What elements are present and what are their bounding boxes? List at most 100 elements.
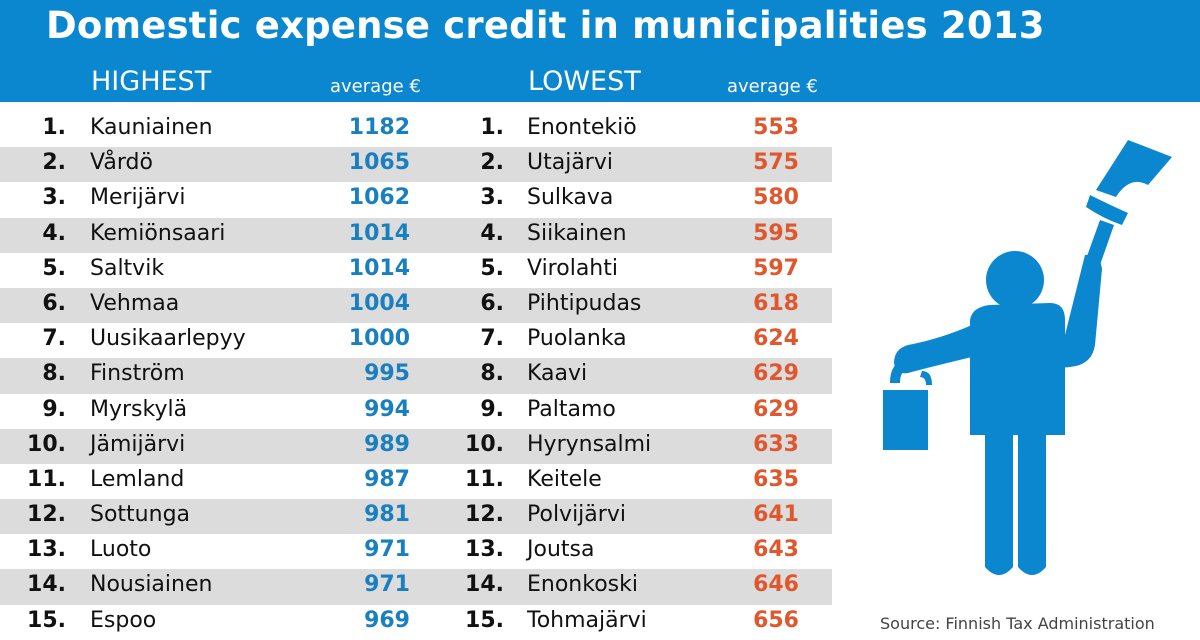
table-row: 1. Kauniainen 1182 1. Enontekiö 553	[0, 112, 832, 147]
highest-rank: 9.	[42, 396, 66, 422]
highest-value: 1065	[348, 150, 410, 176]
lowest-municipality: Enontekiö	[527, 115, 637, 140]
lowest-average-label: average €	[727, 76, 818, 97]
table-row: 14. Nousiainen 971 14. Enonkoski 646	[0, 569, 832, 605]
table-row: 11. Lemland 987 11. Keitele 635	[0, 464, 832, 499]
table-row: 7. Uusikaarlepyy 1000 7. Puolanka 624	[0, 323, 832, 358]
highest-rank: 6.	[42, 290, 66, 316]
page-title: Domestic expense credit in municipalitie…	[46, 4, 1045, 47]
table-row: 2. Vårdö 1065 2. Utajärvi 575	[0, 147, 832, 183]
lowest-value: 580	[753, 185, 799, 211]
highest-value: 971	[364, 572, 410, 598]
table-row: 12. Sottunga 981 12. Polvijärvi 641	[0, 499, 832, 535]
lowest-municipality: Keitele	[527, 466, 602, 492]
highest-value: 1000	[348, 326, 410, 352]
lowest-municipality: Utajärvi	[527, 150, 613, 176]
highest-average-label: average €	[330, 76, 421, 97]
lowest-rank: 7.	[480, 326, 504, 352]
lowest-municipality: Sulkava	[527, 185, 614, 211]
highest-rank: 15.	[27, 607, 66, 633]
lowest-value: 643	[753, 537, 799, 563]
table-row: 15. Espoo 969 15. Tohmajärvi 656	[0, 605, 832, 640]
highest-rank: 1.	[42, 115, 66, 140]
lowest-rank: 13.	[465, 537, 504, 563]
lowest-rank: 3.	[480, 185, 504, 211]
highest-municipality: Kauniainen	[90, 115, 213, 140]
lowest-municipality: Polvijärvi	[527, 502, 626, 528]
lowest-rank: 5.	[480, 255, 504, 281]
table-row: 6. Vehmaa 1004 6. Pihtipudas 618	[0, 287, 832, 324]
lowest-rank: 11.	[465, 466, 504, 492]
lowest-value: 624	[753, 326, 799, 352]
highest-municipality: Luoto	[90, 537, 152, 563]
highest-value: 981	[364, 502, 410, 528]
lowest-rank: 15.	[465, 607, 504, 633]
lowest-municipality: Paltamo	[527, 396, 616, 422]
lowest-value: 633	[753, 431, 799, 457]
cleaner-with-duster-and-bucket-icon	[860, 135, 1180, 585]
table-row: 13. Luoto 971 13. Joutsa 643	[0, 534, 832, 569]
table-row: 4. Kemiönsaari 1014 4. Siikainen 595	[0, 217, 832, 253]
table-row: 8. Finström 995 8. Kaavi 629	[0, 358, 832, 394]
lowest-value: 646	[753, 572, 799, 598]
highest-rank: 8.	[42, 361, 66, 387]
lowest-value: 597	[753, 255, 799, 281]
lowest-rank: 8.	[480, 361, 504, 387]
highest-rank: 13.	[27, 537, 66, 563]
lowest-municipality: Pihtipudas	[527, 290, 642, 316]
lowest-municipality: Puolanka	[527, 326, 627, 352]
ranking-table: 1. Kauniainen 1182 1. Enontekiö 553 2. Vårdö 106…	[0, 112, 832, 640]
highest-municipality: Uusikaarlepyy	[90, 326, 246, 352]
lowest-value: 553	[753, 115, 799, 140]
highest-value: 994	[364, 396, 410, 422]
highest-municipality: Jämijärvi	[90, 431, 186, 457]
table-row: 5. Saltvik 1014 5. Virolahti 597	[0, 253, 832, 288]
highest-value: 1014	[348, 220, 410, 246]
highest-municipality: Kemiönsaari	[90, 220, 226, 246]
highest-rank: 10.	[27, 431, 66, 457]
lowest-municipality: Joutsa	[527, 537, 595, 563]
highest-municipality: Saltvik	[90, 255, 165, 281]
highest-value: 1062	[348, 185, 410, 211]
highest-rank: 12.	[27, 502, 66, 528]
table-row: 3. Merijärvi 1062 3. Sulkava 580	[0, 182, 832, 217]
highest-municipality: Vårdö	[90, 150, 153, 176]
lowest-municipality: Hyrynsalmi	[527, 431, 652, 457]
highest-rank: 2.	[42, 150, 66, 176]
lowest-rank: 14.	[465, 572, 504, 598]
table-row: 10. Jämijärvi 989 10. Hyrynsalmi 633	[0, 428, 832, 464]
lowest-value: 595	[753, 220, 799, 246]
lowest-rank: 9.	[480, 396, 504, 422]
lowest-value: 656	[753, 607, 799, 633]
highest-municipality: Lemland	[90, 466, 185, 492]
lowest-rank: 10.	[465, 431, 504, 457]
highest-municipality: Nousiainen	[90, 572, 213, 598]
highest-column-heading: HIGHEST	[91, 66, 212, 97]
lowest-value: 618	[753, 290, 799, 316]
highest-value: 1004	[348, 290, 410, 316]
highest-rank: 3.	[42, 185, 66, 211]
highest-value: 987	[364, 466, 410, 492]
lowest-rank: 12.	[465, 502, 504, 528]
highest-municipality: Merijärvi	[90, 185, 186, 211]
highest-value: 971	[364, 537, 410, 563]
highest-rank: 7.	[42, 326, 66, 352]
highest-value: 1182	[348, 115, 410, 140]
highest-municipality: Myrskylä	[90, 396, 188, 422]
highest-value: 995	[364, 361, 410, 387]
lowest-municipality: Kaavi	[527, 361, 588, 387]
highest-rank: 4.	[42, 220, 66, 246]
highest-municipality: Espoo	[90, 607, 157, 633]
lowest-rank: 4.	[480, 220, 504, 246]
lowest-rank: 6.	[480, 290, 504, 316]
lowest-value: 641	[753, 502, 799, 528]
lowest-rank: 2.	[480, 150, 504, 176]
highest-value: 969	[364, 607, 410, 633]
lowest-municipality: Tohmajärvi	[527, 607, 647, 633]
lowest-value: 629	[753, 361, 799, 387]
highest-value: 1014	[348, 255, 410, 281]
header-band	[0, 0, 1200, 102]
highest-municipality: Finström	[90, 361, 185, 387]
highest-rank: 5.	[42, 255, 66, 281]
lowest-value: 575	[753, 150, 799, 176]
